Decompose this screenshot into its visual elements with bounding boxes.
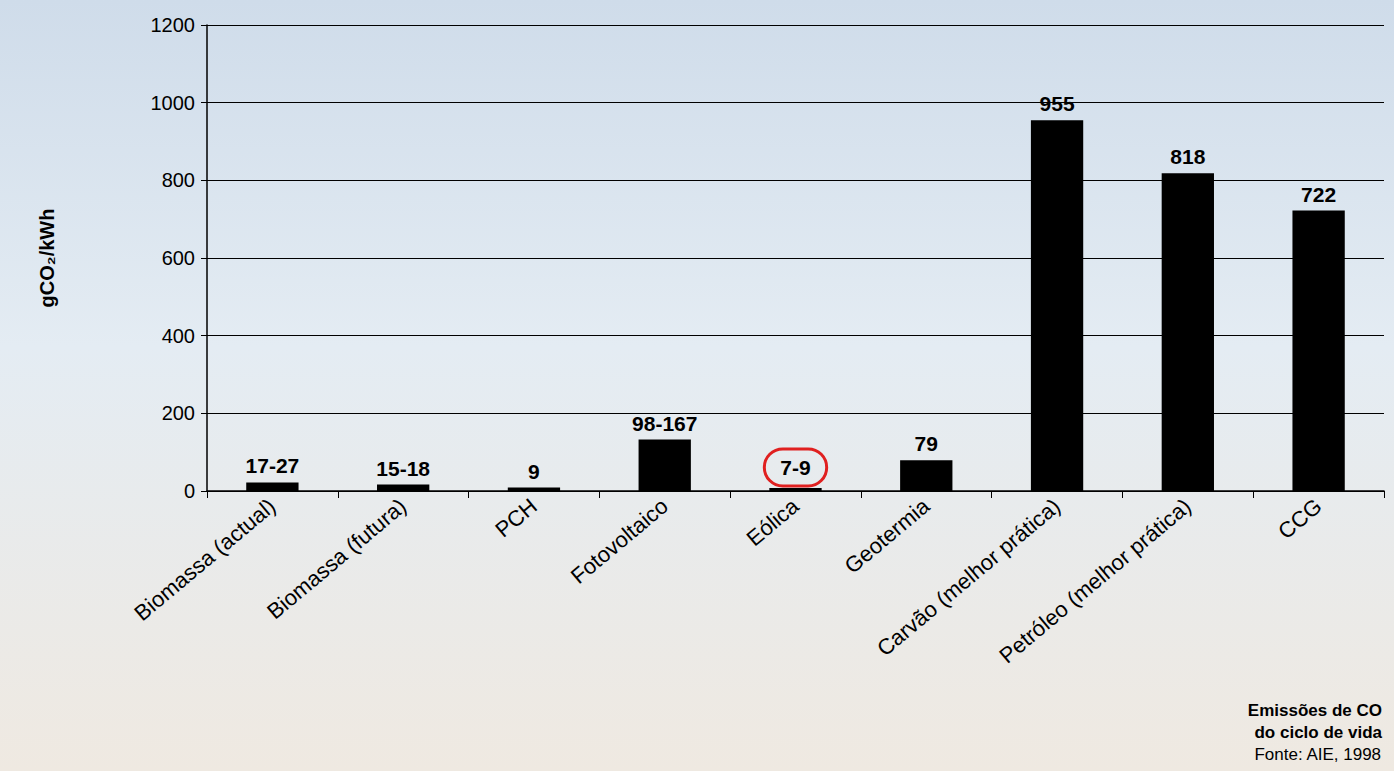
svg-text:800: 800	[162, 169, 195, 191]
svg-text:7-9: 7-9	[780, 456, 810, 479]
svg-text:955: 955	[1040, 92, 1075, 115]
svg-text:Fonte: AIE, 1998: Fonte: AIE, 1998	[1254, 745, 1381, 764]
svg-text:1200: 1200	[151, 14, 196, 36]
svg-text:Eólica: Eólica	[742, 493, 805, 551]
svg-text:gCO₂/kWh: gCO₂/kWh	[36, 209, 58, 308]
svg-text:Petróleo (melhor prática): Petróleo (melhor prática)	[994, 493, 1196, 668]
svg-text:600: 600	[162, 247, 195, 269]
svg-text:Biomassa (futura): Biomassa (futura)	[262, 493, 411, 624]
svg-text:79: 79	[915, 432, 938, 455]
svg-text:PCH: PCH	[490, 493, 542, 542]
svg-text:Carvão (melhor prática): Carvão (melhor prática)	[872, 493, 1066, 662]
svg-text:400: 400	[162, 325, 195, 347]
svg-text:Geotermia: Geotermia	[840, 493, 935, 579]
svg-text:9: 9	[528, 460, 540, 483]
svg-text:15-18: 15-18	[376, 457, 430, 480]
svg-text:0: 0	[184, 480, 195, 502]
svg-text:Biomassa (actual): Biomassa (actual)	[129, 493, 280, 625]
svg-text:CCG: CCG	[1273, 493, 1327, 544]
svg-text:200: 200	[162, 402, 195, 424]
svg-text:98-167: 98-167	[632, 412, 697, 435]
svg-text:Fotovoltaico: Fotovoltaico	[566, 493, 673, 588]
svg-text:do ciclo de vida: do ciclo de vida	[1254, 723, 1382, 742]
svg-text:818: 818	[1170, 145, 1205, 168]
svg-text:722: 722	[1301, 183, 1336, 206]
svg-text:17-27: 17-27	[246, 454, 300, 477]
svg-text:1000: 1000	[151, 92, 196, 114]
svg-text:Emissões de CO: Emissões de CO	[1248, 701, 1382, 720]
